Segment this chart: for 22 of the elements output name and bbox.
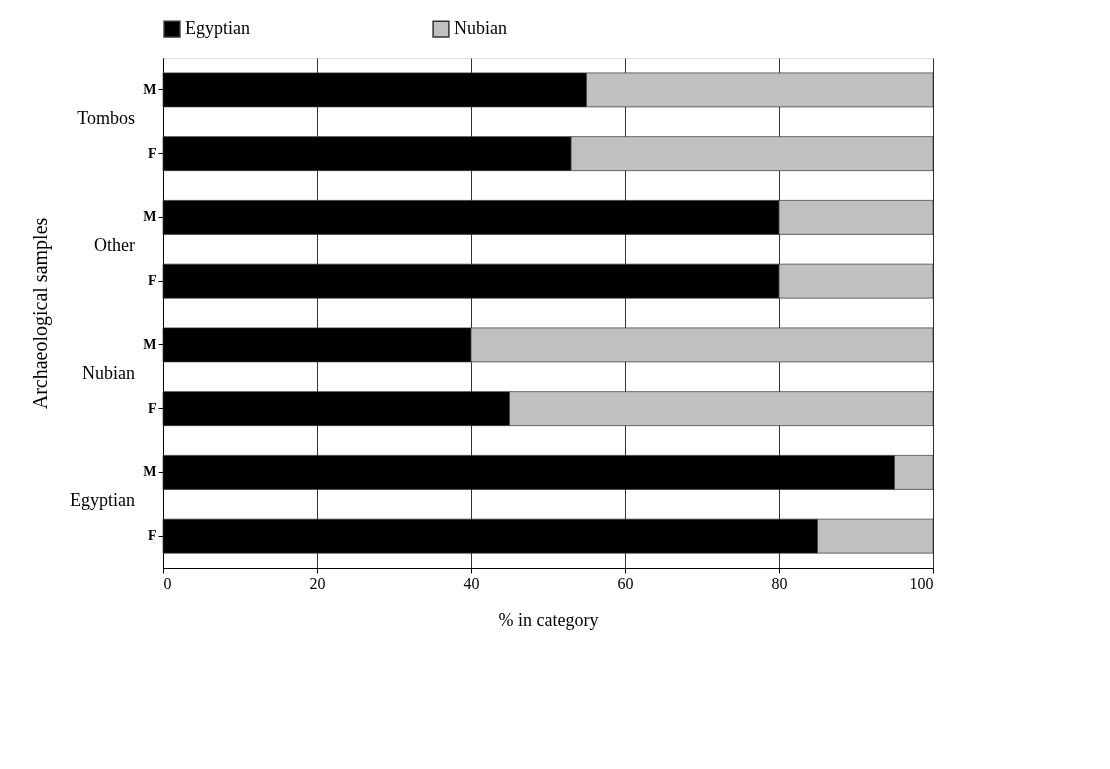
y-tick-label: F <box>147 400 157 416</box>
x-tick-label: 20 <box>309 574 326 592</box>
x-axis-title: % in category <box>498 609 599 630</box>
y-tick-label: M <box>143 81 157 97</box>
x-tick-label: 40 <box>463 574 480 592</box>
y-tick-label: F <box>147 528 157 544</box>
text: Tombos <box>77 107 135 128</box>
y-tick-label: M <box>143 464 157 480</box>
y-tick-label: M <box>143 209 157 225</box>
y-tick-label: F <box>147 273 157 289</box>
y-tick-label: F <box>147 145 157 161</box>
text: Nubian <box>82 362 135 383</box>
x-tick-label: 0 <box>163 574 172 592</box>
x-tick-label: 100 <box>909 574 934 592</box>
x-tick-label: 80 <box>771 574 788 592</box>
legend-label: Egyptian <box>185 18 250 39</box>
text: Other <box>94 235 135 256</box>
y-axis-title: Archaeological samples <box>29 217 53 410</box>
legend-label: Nubian <box>454 18 507 39</box>
y-tick-label: M <box>143 336 157 352</box>
text: Egyptian <box>70 490 135 511</box>
x-tick-label: 60 <box>617 574 634 592</box>
